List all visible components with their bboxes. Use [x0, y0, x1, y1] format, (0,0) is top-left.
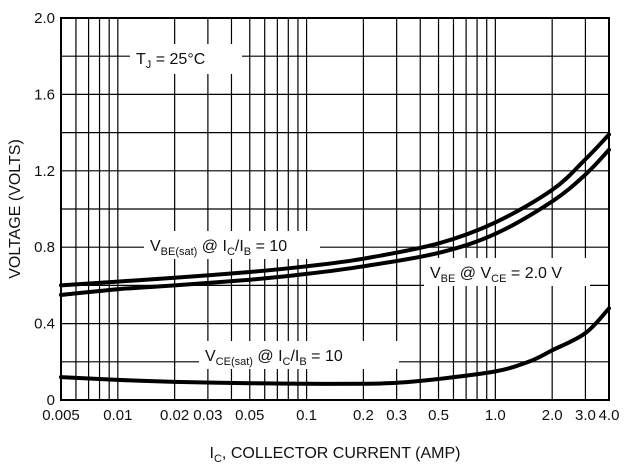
- vbe-curve: [59, 147, 611, 297]
- y-tick-label: 0.4: [34, 316, 55, 333]
- series-group: [59, 132, 611, 386]
- y-axis-label: VOLTAGE (VOLTS): [7, 139, 24, 279]
- y-tick-label: 1.6: [34, 86, 55, 103]
- x-tick-label: 2.0: [542, 407, 563, 424]
- annotations: TJ = 25°C VBE(sat) @ IC/IB = 10 VBE @ VCE …: [130, 44, 590, 369]
- annotation-background: [199, 341, 399, 369]
- x-tick-labels: 0.005 0.01 0.02 0.03 0.05 0.1 0.2 0.3 0.5 1.0 2.0 3…: [42, 407, 619, 424]
- y-tick-label: 0.8: [34, 239, 55, 256]
- x-tick-label: 0.2: [353, 407, 374, 424]
- x-tick-label: 0.01: [103, 407, 132, 424]
- plot-frame: [60, 17, 610, 401]
- y-tick-label: 0: [47, 392, 55, 409]
- x-tick-label: 0.05: [235, 407, 264, 424]
- x-tick-label: 0.3: [386, 407, 407, 424]
- x-tick-label: 0.005: [42, 407, 80, 424]
- annotation-background: [130, 44, 242, 74]
- annotation-vbe-sat: VBE(sat) @ IC/IB = 10: [150, 238, 287, 258]
- x-tick-label: 0.1: [296, 407, 317, 424]
- y-tick-label: 2.0: [34, 10, 55, 27]
- x-tick-label: 0.5: [428, 407, 449, 424]
- annotation-background: [144, 231, 320, 259]
- vbe-sat-curve: [59, 132, 611, 288]
- x-tick-label: 4.0: [599, 407, 620, 424]
- annotation-vbe: VBE @ VCE = 2.0 V: [430, 265, 562, 285]
- x-tick-label: 0.02: [160, 407, 189, 424]
- x-axis-label: IC, COLLECTOR CURRENT (AMP): [210, 445, 461, 465]
- x-tick-label: 0.03: [193, 407, 222, 424]
- vce-sat-curve: [59, 306, 611, 386]
- x-tick-label: 1.0: [485, 407, 506, 424]
- x-tick-label: 3.0: [575, 407, 596, 424]
- y-tick-labels: 0 0.4 0.8 1.2 1.6 2.0: [34, 10, 55, 409]
- annotation-tj: TJ = 25°C: [136, 51, 205, 71]
- y-tick-label: 1.2: [34, 163, 55, 180]
- annotation-background: [424, 258, 590, 286]
- annotation-vce-sat: VCE(sat) @ IC/IB = 10: [205, 348, 343, 368]
